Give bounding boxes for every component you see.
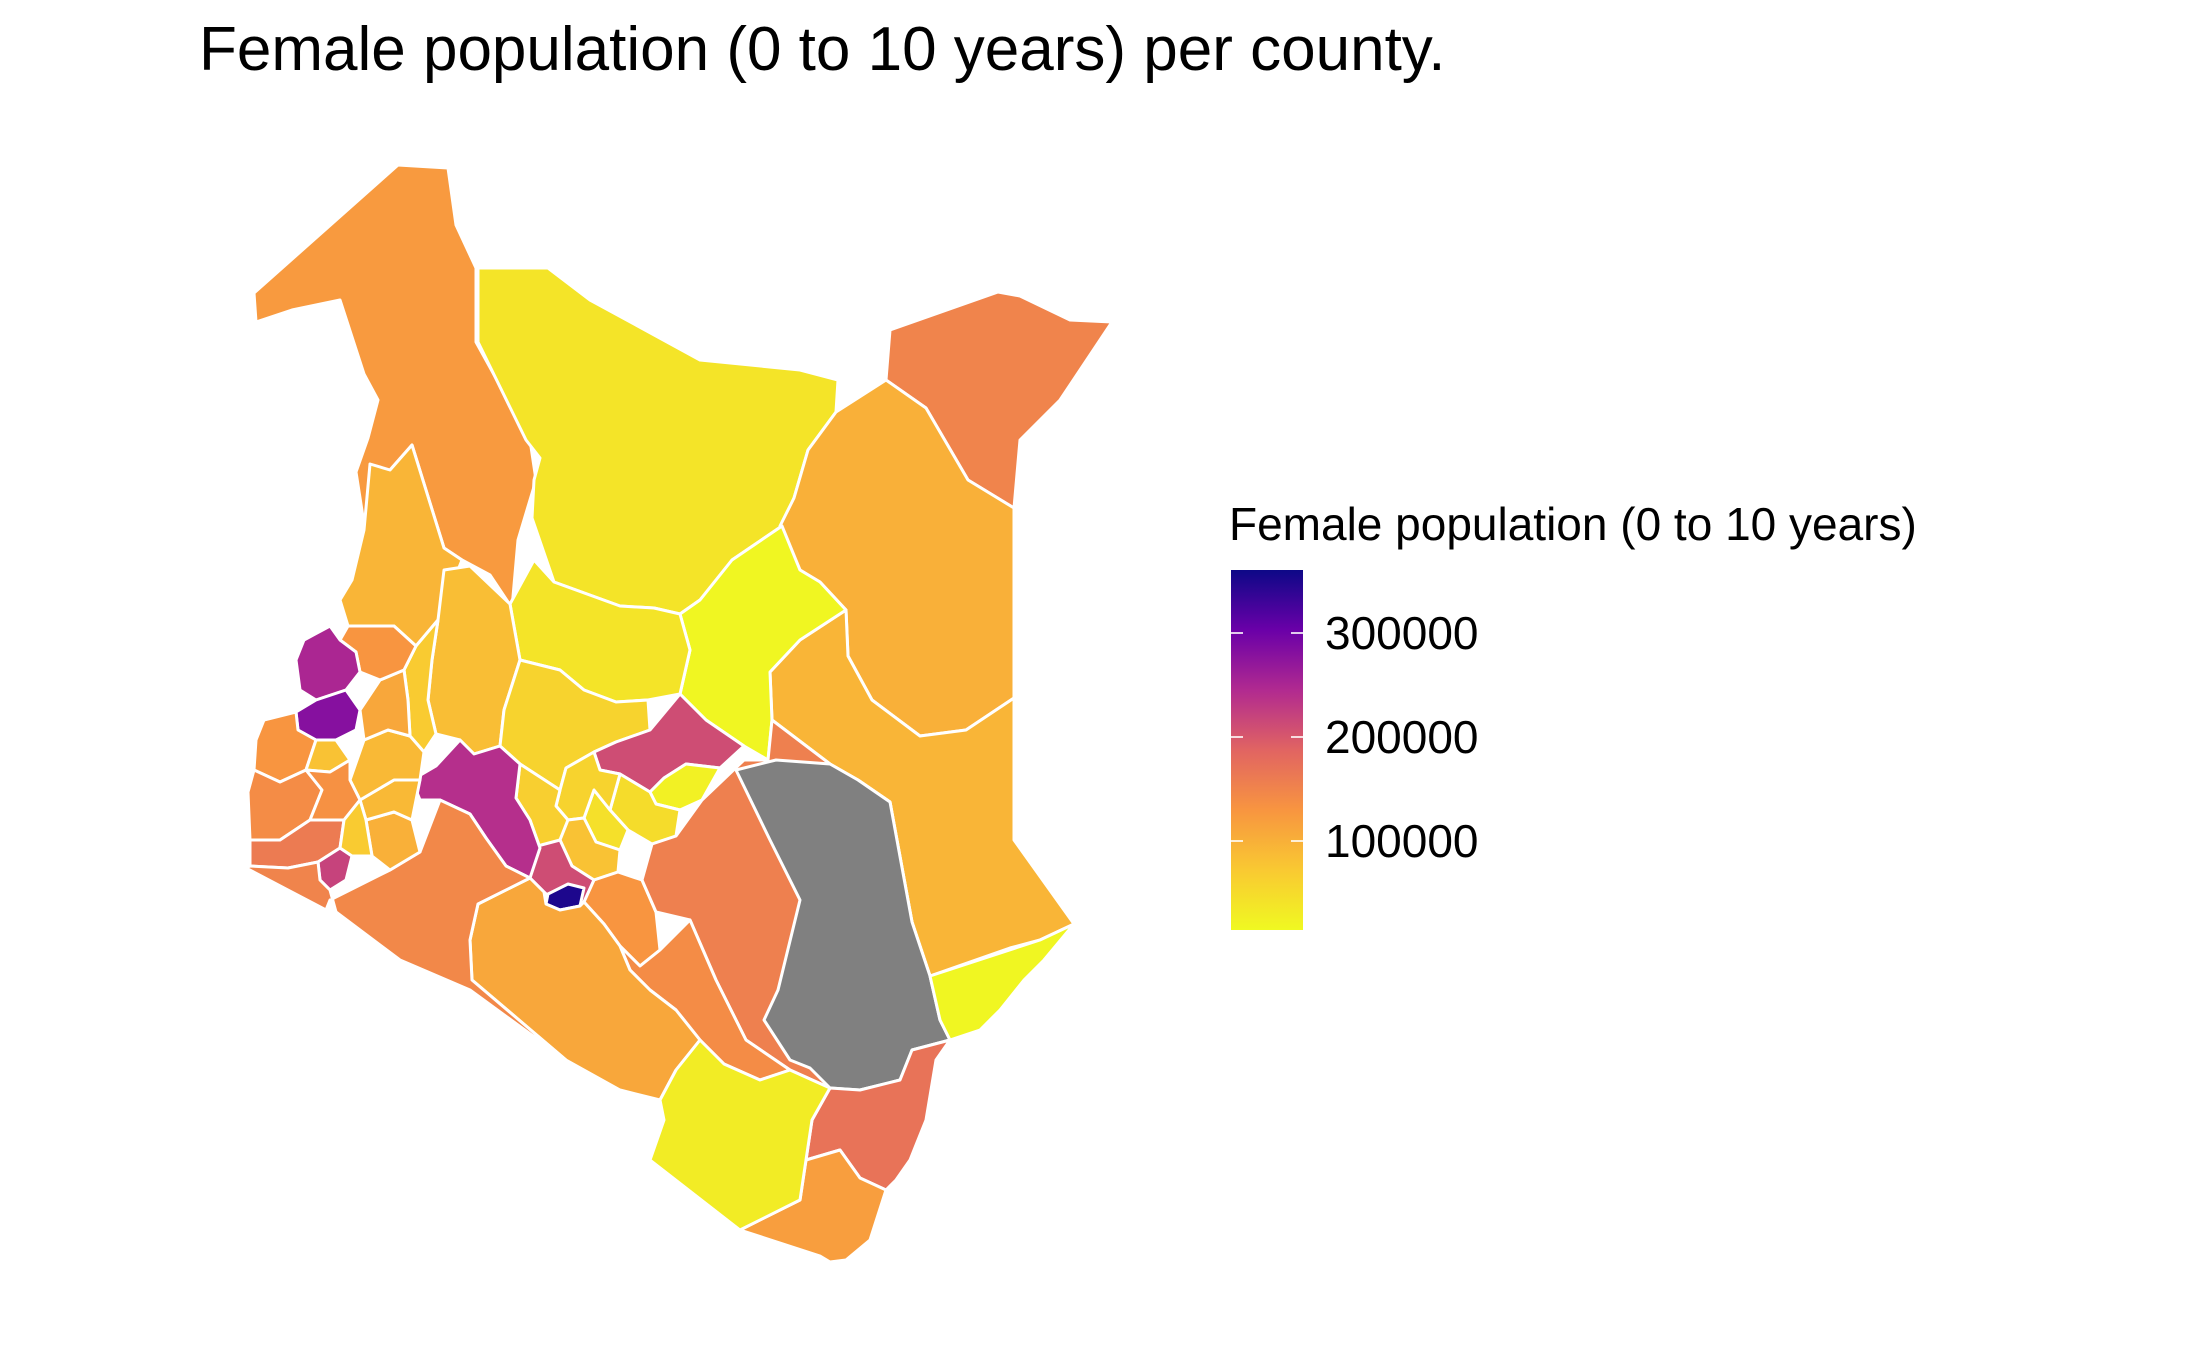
legend-tick-mark [1231, 735, 1243, 738]
legend-tick-mark [1291, 735, 1303, 738]
county-bungoma [294, 624, 362, 702]
county-kakamega [294, 688, 362, 742]
county-kajiado [468, 876, 702, 1102]
legend-tick-label: 300000 [1325, 606, 1479, 659]
legend-tick-mark [1291, 840, 1303, 843]
legend-tick-mark [1231, 840, 1243, 843]
chart-title: Female population (0 to 10 years) per co… [199, 15, 1446, 84]
county-nyamira [338, 798, 374, 858]
county-uasin-gishu [358, 668, 412, 742]
county-narok [328, 798, 568, 1062]
legend-tick-label: 200000 [1325, 710, 1479, 763]
legend-tick-mark [1291, 631, 1303, 634]
county-migori [244, 860, 338, 914]
legend-colorbar [1231, 570, 1303, 930]
county-lamu [928, 922, 1076, 1042]
legend-title: Female population (0 to 10 years) [1229, 498, 1917, 550]
legend-tick-label: 100000 [1325, 815, 1479, 868]
county-taita-taveta [648, 1038, 832, 1232]
legend-tick-mark [1231, 631, 1243, 634]
